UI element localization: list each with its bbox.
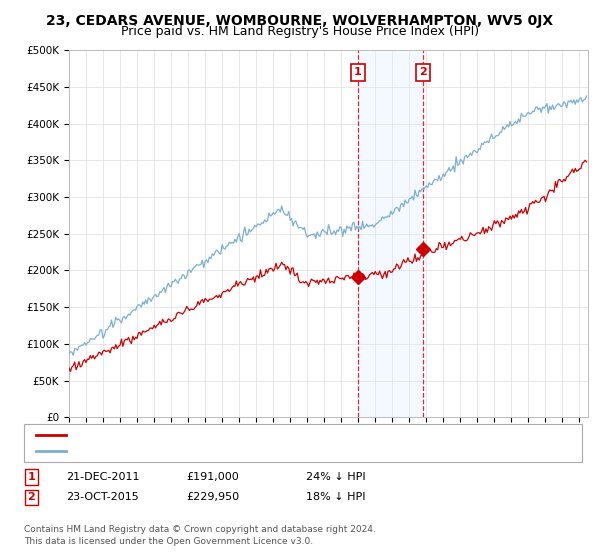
Text: 24% ↓ HPI: 24% ↓ HPI xyxy=(306,472,365,482)
Text: 18% ↓ HPI: 18% ↓ HPI xyxy=(306,492,365,502)
Text: Price paid vs. HM Land Registry's House Price Index (HPI): Price paid vs. HM Land Registry's House … xyxy=(121,25,479,38)
Text: 23, CEDARS AVENUE, WOMBOURNE, WOLVERHAMPTON, WV5 0JX (detached house): 23, CEDARS AVENUE, WOMBOURNE, WOLVERHAMP… xyxy=(75,430,509,440)
Text: 2: 2 xyxy=(419,67,427,77)
Text: This data is licensed under the Open Government Licence v3.0.: This data is licensed under the Open Gov… xyxy=(24,537,313,546)
Bar xyxy=(358,50,423,417)
Text: £191,000: £191,000 xyxy=(186,472,239,482)
Text: HPI: Average price, detached house, South Staffordshire: HPI: Average price, detached house, Sout… xyxy=(75,446,369,456)
Text: 1: 1 xyxy=(28,472,35,482)
Text: £229,950: £229,950 xyxy=(186,492,239,502)
Text: 23, CEDARS AVENUE, WOMBOURNE, WOLVERHAMPTON, WV5 0JX: 23, CEDARS AVENUE, WOMBOURNE, WOLVERHAMP… xyxy=(46,14,554,28)
Text: 2: 2 xyxy=(28,492,35,502)
Text: 21-DEC-2011: 21-DEC-2011 xyxy=(66,472,139,482)
Text: Contains HM Land Registry data © Crown copyright and database right 2024.: Contains HM Land Registry data © Crown c… xyxy=(24,525,376,534)
Text: 1: 1 xyxy=(354,67,362,77)
Text: 23-OCT-2015: 23-OCT-2015 xyxy=(66,492,139,502)
